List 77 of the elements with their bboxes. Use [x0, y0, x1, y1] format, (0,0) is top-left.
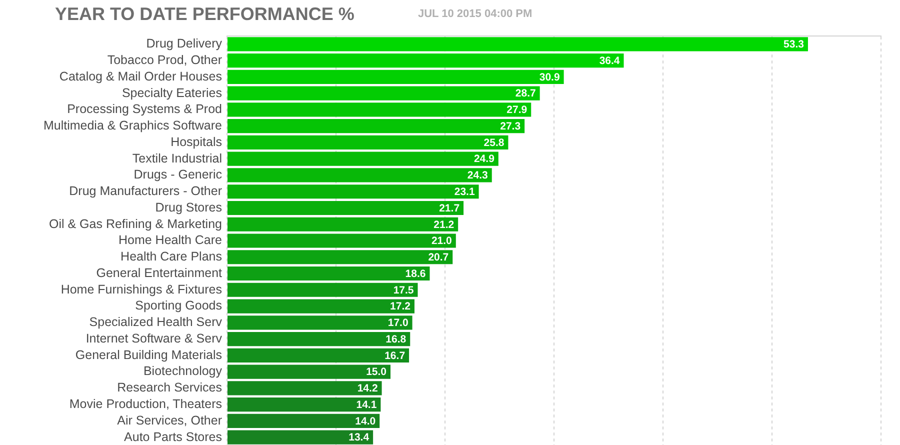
- bar: [228, 135, 508, 150]
- y-tick-label: Drug Delivery: [146, 36, 223, 51]
- bar: [228, 364, 390, 379]
- y-tick-label: Processing Systems & Prod: [67, 102, 222, 116]
- data-label: 27.9: [506, 104, 528, 116]
- y-tick-label: General Building Materials: [75, 348, 222, 362]
- data-label: 24.9: [474, 153, 495, 166]
- y-tick-label: Health Care Plans: [120, 250, 222, 264]
- y-tick-label: Research Services: [117, 380, 222, 395]
- data-label: 27.3: [500, 120, 521, 132]
- y-tick-label: Sporting Goods: [135, 298, 222, 313]
- y-tick-label: Specialty Eateries: [122, 86, 222, 100]
- data-label: 18.6: [405, 268, 426, 280]
- data-label: 25.8: [484, 136, 504, 149]
- bar: [228, 70, 564, 84]
- y-tick-label: Catalog & Mail Order Houses: [59, 69, 222, 84]
- data-label: 14.0: [355, 415, 376, 428]
- data-label: 13.4: [348, 432, 370, 444]
- y-tick-label: Specialized Health Serv: [89, 315, 223, 330]
- bar: [228, 54, 624, 68]
- data-label: 21.7: [439, 202, 460, 214]
- bar: [228, 414, 380, 428]
- y-tick-label: General Entertainment: [96, 266, 223, 280]
- data-label: 20.7: [428, 252, 449, 264]
- y-tick-label: Tobacco Prod, Other: [107, 53, 222, 68]
- data-label: 30.9: [539, 71, 560, 84]
- bar: [228, 332, 410, 346]
- bar: [228, 37, 808, 52]
- bar: [228, 200, 464, 216]
- y-tick-label: Drugs - Generic: [134, 168, 222, 182]
- bar: [228, 381, 382, 396]
- bar: [228, 217, 458, 232]
- y-tick-label: Textile Industrial: [132, 151, 222, 166]
- y-tick-label: Home Furnishings & Fixtures: [60, 282, 222, 296]
- data-label: 21.0: [431, 235, 452, 248]
- data-label: 36.4: [599, 54, 620, 67]
- data-label: 15.0: [366, 366, 387, 378]
- y-tick-label: Internet Software & Serv: [86, 331, 223, 346]
- bar: [228, 398, 381, 412]
- data-label: 14.1: [356, 398, 377, 411]
- y-tick-label: Drug Stores: [155, 200, 222, 214]
- y-tick-label: Movie Production, Theaters: [69, 397, 222, 412]
- bar: [228, 152, 498, 166]
- data-label: 16.8: [386, 333, 406, 346]
- bar: [228, 430, 374, 444]
- bar: [228, 250, 453, 264]
- data-label: 21.2: [434, 218, 454, 231]
- bar: [228, 168, 492, 182]
- data-label: 53.3: [784, 38, 804, 51]
- bar: [228, 266, 430, 281]
- bar: [228, 282, 418, 297]
- bar: [228, 299, 414, 314]
- data-label: 23.1: [454, 186, 475, 198]
- y-tick-label: Oil & Gas Refining & Marketing: [49, 216, 222, 231]
- chart-title: YEAR TO DATE PERFORMANCE %: [55, 4, 354, 25]
- bar: [228, 234, 456, 248]
- bar: [228, 348, 410, 362]
- y-tick-label: Multimedia & Graphics Software: [43, 118, 222, 133]
- y-tick-label: Drug Manufacturers - Other: [69, 184, 222, 198]
- data-label: 28.7: [515, 88, 536, 100]
- bar: [228, 119, 525, 134]
- y-tick-label: Biotechnology: [143, 364, 223, 378]
- data-label: 14.2: [357, 382, 378, 395]
- data-label: 17.2: [390, 300, 411, 313]
- y-tick-label: Hospitals: [170, 134, 222, 149]
- data-label: 16.7: [384, 350, 406, 362]
- y-tick-label: Auto Parts Stores: [124, 430, 222, 444]
- bar: [228, 86, 540, 100]
- bar: [228, 184, 479, 199]
- bar: [228, 316, 412, 330]
- data-label: 17.5: [393, 284, 414, 296]
- chart-subtitle: JUL 10 2015 04:00 PM: [418, 8, 532, 20]
- data-label: 24.3: [467, 170, 488, 182]
- data-label: 17.0: [388, 317, 408, 330]
- y-tick-label: Home Health Care: [118, 233, 222, 248]
- y-tick-label: Air Services, Other: [117, 413, 222, 428]
- bar: [228, 102, 532, 117]
